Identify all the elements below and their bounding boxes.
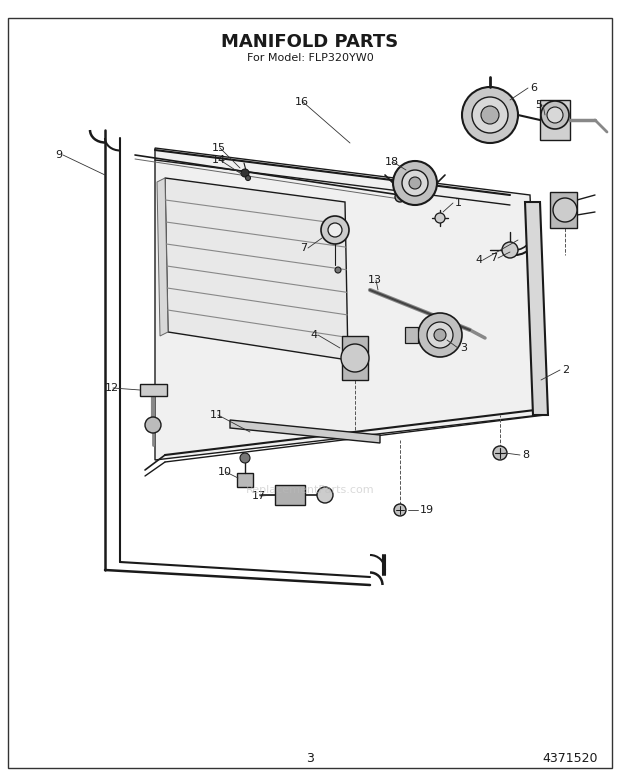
Text: ReplacementParts.com: ReplacementParts.com: [246, 485, 374, 495]
Polygon shape: [237, 473, 253, 487]
Text: 17: 17: [252, 491, 266, 501]
Polygon shape: [140, 384, 167, 396]
Circle shape: [493, 446, 507, 460]
Circle shape: [393, 161, 437, 205]
Text: 15: 15: [212, 143, 226, 153]
Polygon shape: [525, 202, 548, 415]
Polygon shape: [165, 178, 348, 360]
Text: 6: 6: [530, 83, 537, 93]
Circle shape: [394, 504, 406, 516]
Text: 4: 4: [310, 330, 317, 340]
Text: 4: 4: [475, 255, 482, 265]
Polygon shape: [405, 327, 418, 343]
Circle shape: [418, 313, 462, 357]
Text: 10: 10: [218, 467, 232, 477]
Circle shape: [472, 97, 508, 133]
Text: 7: 7: [300, 243, 307, 253]
Text: 12: 12: [105, 383, 119, 393]
Polygon shape: [342, 336, 368, 380]
Text: 9: 9: [55, 150, 62, 160]
Circle shape: [553, 198, 577, 222]
Circle shape: [541, 101, 569, 129]
Polygon shape: [540, 100, 570, 140]
Circle shape: [502, 242, 518, 258]
Text: 18: 18: [385, 157, 399, 167]
Text: 2: 2: [562, 365, 569, 375]
Circle shape: [427, 322, 453, 348]
Text: MANIFOLD PARTS: MANIFOLD PARTS: [221, 33, 399, 51]
Text: 13: 13: [368, 275, 382, 285]
Text: 3: 3: [460, 343, 467, 353]
Text: 14: 14: [212, 155, 226, 165]
Polygon shape: [275, 485, 305, 505]
Circle shape: [435, 213, 445, 223]
Circle shape: [240, 453, 250, 463]
Polygon shape: [550, 192, 577, 228]
Text: 7: 7: [490, 253, 497, 263]
Circle shape: [335, 267, 341, 273]
Circle shape: [317, 487, 333, 503]
Circle shape: [402, 170, 428, 196]
Polygon shape: [230, 420, 380, 443]
Text: 8: 8: [522, 450, 529, 460]
Text: 16: 16: [295, 97, 309, 107]
Circle shape: [462, 87, 518, 143]
Circle shape: [246, 175, 250, 181]
Circle shape: [145, 417, 161, 433]
Circle shape: [321, 216, 349, 244]
Polygon shape: [155, 148, 540, 460]
Text: 19: 19: [420, 505, 434, 515]
Text: 4371520: 4371520: [542, 752, 598, 765]
Polygon shape: [157, 178, 168, 336]
Text: 3: 3: [306, 752, 314, 765]
Text: For Model: FLP320YW0: For Model: FLP320YW0: [247, 53, 373, 63]
Text: 1: 1: [455, 198, 462, 208]
Circle shape: [241, 169, 249, 177]
Circle shape: [547, 107, 563, 123]
Circle shape: [328, 223, 342, 237]
Polygon shape: [327, 225, 343, 235]
Circle shape: [409, 177, 421, 189]
Circle shape: [395, 192, 405, 202]
Circle shape: [341, 344, 369, 372]
Text: 5: 5: [535, 100, 542, 110]
Circle shape: [481, 106, 499, 124]
Text: 11: 11: [210, 410, 224, 420]
Circle shape: [434, 329, 446, 341]
